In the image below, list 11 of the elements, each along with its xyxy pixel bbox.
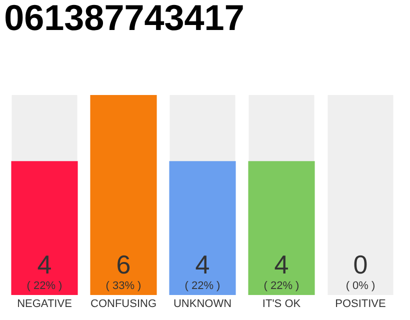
x-tick-label: CONFUSING — [90, 298, 156, 310]
data-label: 4 ( 22% ) — [264, 249, 300, 292]
chart-title: 061387743417 — [4, 0, 244, 38]
data-label: 6 ( 33% ) — [106, 249, 142, 292]
x-tick-label: IT'S OK — [262, 298, 302, 310]
data-label: 4 ( 22% ) — [26, 249, 62, 292]
x-tick-label: POSITIVE — [335, 298, 386, 310]
x-tick-label: NEGATIVE — [17, 298, 72, 310]
x-tick-label: UNKNOWN — [173, 298, 232, 310]
data-label: 4 ( 22% ) — [184, 249, 220, 292]
data-label: 0 ( 0% ) — [346, 249, 376, 292]
